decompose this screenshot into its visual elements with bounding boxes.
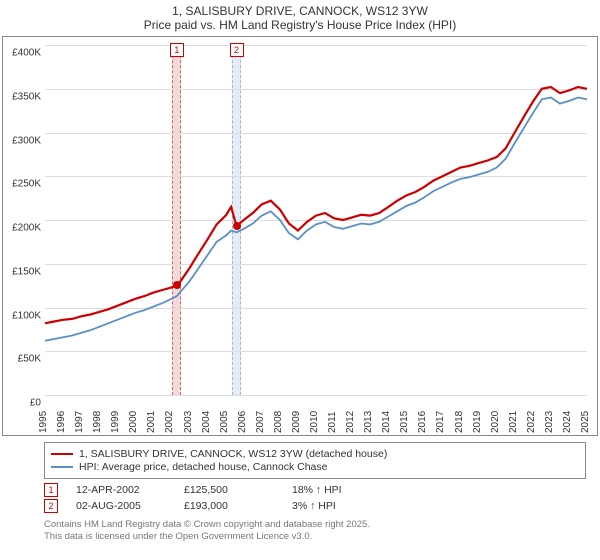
legend: 1, SALISBURY DRIVE, CANNOCK, WS12 3YW (d…	[44, 442, 586, 479]
annotation-number: 1	[44, 483, 58, 497]
x-tick-label: 2010	[309, 411, 320, 433]
x-tick-label: 1996	[56, 411, 67, 433]
x-tick-label: 2012	[345, 411, 356, 433]
annotation-delta: 3% ↑ HPI	[292, 500, 382, 512]
x-tick-label: 2004	[201, 411, 212, 433]
annotation-price: £193,000	[184, 500, 274, 512]
annotation-row: 1 12-APR-2002 £125,500 18% ↑ HPI	[44, 483, 586, 497]
x-tick-label: 2017	[435, 411, 446, 433]
footer-line2: This data is licensed under the Open Gov…	[44, 531, 586, 543]
y-tick-label: £50K	[18, 354, 41, 365]
x-tick-label: 2025	[580, 411, 591, 433]
x-tick-label: 2020	[490, 411, 501, 433]
y-tick-label: £100K	[12, 310, 41, 321]
annotation-number: 2	[44, 499, 58, 513]
y-tick-label: £150K	[12, 266, 41, 277]
x-tick-label: 2003	[183, 411, 194, 433]
annotation-date: 02-AUG-2005	[76, 500, 166, 512]
annotation-delta: 18% ↑ HPI	[292, 484, 382, 496]
y-tick-label: £200K	[12, 223, 41, 234]
annotation-table: 1 12-APR-2002 £125,500 18% ↑ HPI 2 02-AUG-200…	[44, 483, 586, 513]
series-price_paid	[45, 87, 587, 323]
x-tick-label: 1997	[74, 411, 85, 433]
x-tick-label: 2007	[255, 411, 266, 433]
x-tick-label: 2008	[273, 411, 284, 433]
y-tick-label: £400K	[12, 48, 41, 59]
x-tick-label: 2016	[417, 411, 428, 433]
chart-container: 1, SALISBURY DRIVE, CANNOCK, WS12 3YW Pr…	[0, 0, 600, 560]
chart-frame: £0 £50K £100K £150K £200K £250K £300K £350K £400…	[2, 36, 598, 436]
annotation-row: 2 02-AUG-2005 £193,000 3% ↑ HPI	[44, 499, 586, 513]
marker-label: 2	[230, 43, 244, 57]
legend-row: HPI: Average price, detached house, Cann…	[51, 461, 579, 473]
annotation-date: 12-APR-2002	[76, 484, 166, 496]
x-tick-label: 2023	[544, 411, 555, 433]
marker-label: 1	[170, 43, 184, 57]
x-tick-label: 1998	[92, 411, 103, 433]
x-tick-label: 2015	[399, 411, 410, 433]
x-tick-label: 2011	[327, 411, 338, 433]
series-hpi	[45, 98, 587, 341]
x-tick-label: 1995	[38, 411, 49, 433]
x-tick-label: 2014	[381, 411, 392, 433]
y-tick-label: £300K	[12, 135, 41, 146]
legend-row: 1, SALISBURY DRIVE, CANNOCK, WS12 3YW (d…	[51, 448, 579, 460]
x-tick-label: 2019	[472, 411, 483, 433]
y-tick-label: £250K	[12, 179, 41, 190]
annotation-price: £125,500	[184, 484, 274, 496]
x-tick-label: 2022	[526, 411, 537, 433]
title-block: 1, SALISBURY DRIVE, CANNOCK, WS12 3YW Pr…	[0, 0, 600, 34]
plot-area: 12	[45, 45, 587, 395]
x-tick-label: 1999	[110, 411, 121, 433]
x-tick-label: 2000	[128, 411, 139, 433]
chart-lines	[45, 45, 587, 395]
legend-swatch	[51, 453, 73, 455]
y-tick-label: £0	[30, 398, 41, 409]
x-tick-label: 2013	[363, 411, 374, 433]
y-axis: £0£50K£100K£150K£200K£250K£300K£350K£400…	[3, 45, 43, 395]
footer: Contains HM Land Registry data © Crown c…	[44, 519, 586, 543]
gridline-h	[45, 395, 587, 396]
x-axis: 1995199619971998199920002001200220032004…	[45, 397, 587, 435]
x-tick-label: 2005	[219, 411, 230, 433]
footer-line1: Contains HM Land Registry data © Crown c…	[44, 519, 586, 531]
x-tick-label: 2001	[146, 411, 157, 433]
y-tick-label: £350K	[12, 91, 41, 102]
x-tick-label: 2024	[562, 411, 573, 433]
x-tick-label: 2021	[508, 411, 519, 433]
x-tick-label: 2006	[237, 411, 248, 433]
marker-point	[173, 281, 181, 289]
x-tick-label: 2018	[454, 411, 465, 433]
x-tick-label: 2002	[164, 411, 175, 433]
marker-point	[233, 222, 241, 230]
title-line1: 1, SALISBURY DRIVE, CANNOCK, WS12 3YW	[0, 4, 600, 18]
legend-label: 1, SALISBURY DRIVE, CANNOCK, WS12 3YW (d…	[79, 448, 387, 460]
x-tick-label: 2009	[291, 411, 302, 433]
legend-label: HPI: Average price, detached house, Cann…	[79, 461, 327, 473]
title-line2: Price paid vs. HM Land Registry's House …	[0, 18, 600, 32]
legend-swatch	[51, 466, 73, 468]
